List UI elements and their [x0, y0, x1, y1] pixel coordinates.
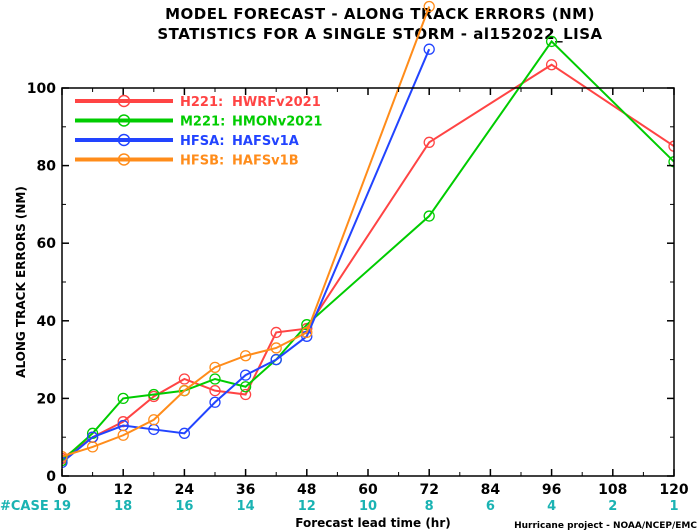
series-layer [62, 0, 674, 469]
x-axis-label: Forecast lead time (hr) [295, 516, 451, 530]
data-point [239, 350, 252, 362]
legend-label-id: H221: [180, 95, 223, 110]
series-line-hfsa [62, 48, 431, 464]
data-point [668, 140, 674, 152]
data-point [423, 210, 435, 222]
series-line-hfsb [62, 6, 431, 458]
y-tick-label: 80 [37, 159, 57, 175]
y-tick-label: 20 [37, 391, 57, 407]
data-point [209, 396, 221, 408]
data-point [270, 342, 282, 354]
data-point [148, 414, 160, 426]
legend-label-model: HMONv2021 [232, 115, 322, 130]
data-point [545, 35, 558, 48]
data-point [239, 388, 252, 401]
case-count: 2 [608, 499, 617, 514]
x-tick-label: 60 [358, 482, 378, 498]
case-count: 1 [669, 499, 678, 514]
legend-marker [117, 133, 131, 147]
data-point [423, 43, 435, 55]
case-count: 19 [53, 499, 71, 514]
x-tick-label: 48 [297, 482, 316, 498]
data-point [239, 381, 252, 393]
x-tick-label: 36 [236, 482, 255, 498]
plot-frame [61, 87, 675, 477]
axes: 0 12 24 36 48 60 72 84 96 108 120 0 20 40 60 80 100 [27, 81, 689, 498]
case-count: 4 [547, 499, 556, 514]
data-point [86, 441, 99, 453]
case-counts: 19 18 16 14 12 10 8 6 4 2 1 [53, 499, 679, 514]
case-count: 6 [486, 499, 495, 514]
y-tick-label: 60 [37, 236, 57, 252]
case-count: 12 [298, 499, 316, 514]
data-point [209, 361, 221, 374]
data-point [668, 156, 674, 168]
legend-label-id: HFSA: [180, 134, 225, 149]
data-point [117, 392, 129, 405]
case-label: #CASE [0, 499, 49, 514]
data-point [148, 388, 160, 401]
legend-label-id: M221: [180, 115, 225, 130]
data-point [62, 456, 68, 469]
data-point [117, 429, 129, 441]
case-count: 18 [114, 499, 132, 514]
data-point [301, 326, 313, 339]
case-count: 14 [237, 499, 255, 514]
case-count: 10 [359, 499, 377, 514]
data-point [423, 136, 435, 148]
x-tick-label: 108 [598, 482, 627, 498]
y-tick-label: 100 [27, 81, 56, 97]
chart-subtitle: STATISTICS FOR A SINGLE STORM - al152022… [157, 25, 602, 43]
y-axis-label: ALONG TRACK ERRORS (NM) [14, 186, 28, 378]
legend-label-model: HWRFv2021 [232, 95, 321, 110]
data-point [270, 326, 282, 339]
data-point [178, 384, 191, 397]
x-tick-label: 24 [175, 482, 195, 498]
x-tick-label: 84 [481, 482, 501, 498]
legend-marker [117, 94, 131, 108]
data-point [209, 373, 221, 385]
legend-label-model: HAFSv1B [232, 154, 299, 169]
series-line-m221 [62, 39, 674, 462]
case-count: 16 [175, 499, 193, 514]
x-tick-label: 12 [113, 482, 132, 498]
data-point [178, 427, 191, 439]
data-point [423, 0, 435, 13]
data-point [270, 353, 282, 366]
y-tick-label: 40 [37, 314, 57, 330]
y-tick-label: 0 [46, 469, 56, 485]
data-point [545, 59, 558, 71]
x-tick-label: 0 [57, 482, 67, 498]
x-tick-label: 96 [542, 482, 561, 498]
case-count: 8 [425, 499, 434, 514]
legend-marker [117, 153, 131, 166]
data-point [209, 384, 221, 397]
data-point [117, 416, 129, 428]
data-point [178, 373, 191, 385]
legend-label-model: HAFSv1A [232, 134, 299, 149]
x-tick-label: 72 [419, 482, 438, 498]
legend: H221: HWRFv2021 M221: HMONv2021 HFSA: HAFSv1A… [75, 94, 322, 169]
x-tick-label: 120 [659, 482, 688, 498]
legend-marker [117, 114, 131, 127]
data-point [62, 450, 68, 463]
data-point [239, 369, 252, 381]
chart-title: MODEL FORECAST - ALONG TRACK ERRORS (NM) [165, 5, 595, 23]
legend-label-id: HFSB: [180, 154, 224, 169]
credit-text: Hurricane project - NOAA/NCEP/EMC [514, 521, 697, 531]
